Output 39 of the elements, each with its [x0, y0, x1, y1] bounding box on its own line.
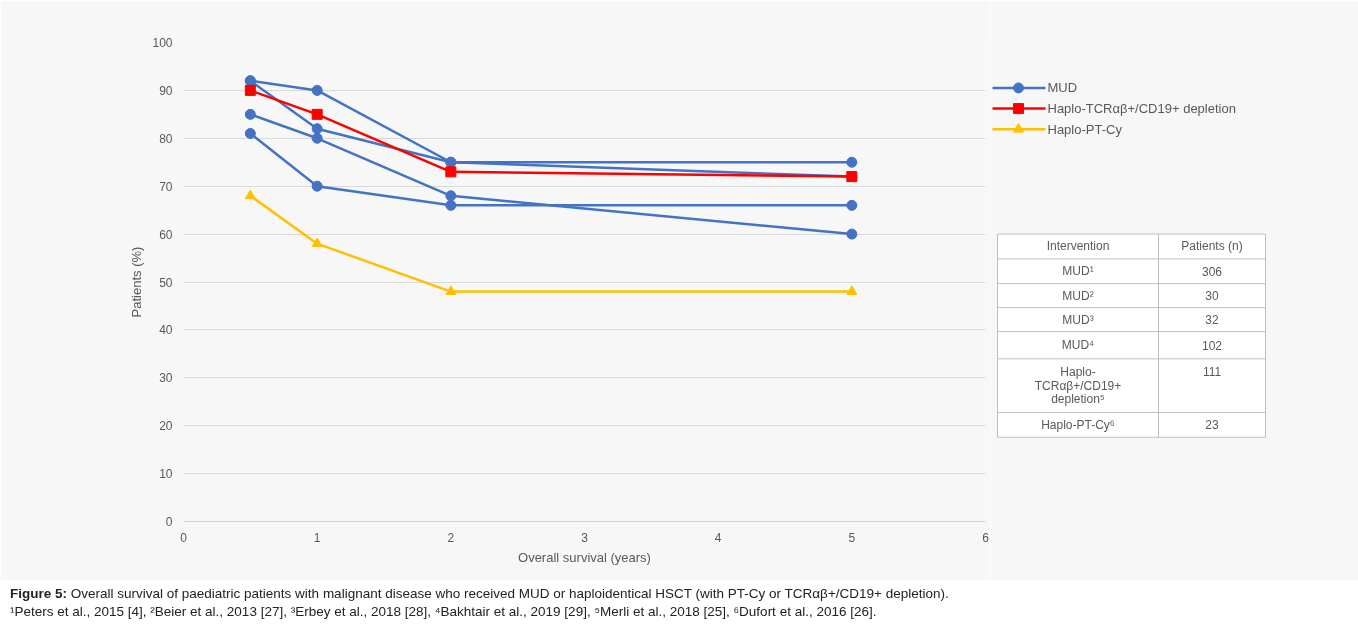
- text: MUD¹: [1062, 264, 1094, 279]
- text: Intervention: [1046, 239, 1110, 254]
- y-tick-label: 60: [159, 227, 173, 242]
- x-tick-label: 4: [714, 530, 722, 545]
- legend-label: Haplo-PT-Cy: [1047, 121, 1123, 137]
- text: Haplo- TCRαβ+/CD19+ depletion⁵: [1034, 365, 1122, 406]
- y-tick-label: 10: [159, 467, 173, 482]
- text: MUD³: [1062, 312, 1094, 327]
- x-tick-label: 1: [313, 530, 321, 545]
- legend-label: Haplo-TCRαβ+/CD19+ depletion: [1047, 101, 1236, 117]
- x-tick-label: 0: [180, 530, 188, 545]
- y-tick-label: 30: [159, 371, 173, 386]
- text: ¹Peters et al., 2015 [4], ²Beier et al., 2013 [27], ³Erbey et al., 2018 [28], ⁴Bakhtair et al., 2019 [29], ⁵Merli et al., 2018 [25], ⁶Dufort et al., 2016 [26].: [10, 604, 877, 620]
- y-tick-label: 90: [159, 83, 173, 98]
- y-tick-label: 20: [159, 419, 173, 434]
- text: 23: [1205, 418, 1219, 433]
- text: MUD²: [1062, 288, 1094, 303]
- text: Patients (n): [1181, 239, 1243, 254]
- x-axis-title: Overall survival (years): [518, 549, 651, 565]
- x-tick-label: 6: [982, 530, 990, 545]
- text: 111: [1202, 364, 1222, 379]
- y-tick-label: 50: [159, 275, 173, 290]
- text: Haplo-PT-Cy⁶: [1041, 417, 1115, 432]
- text: 30: [1205, 289, 1219, 304]
- y-axis-title: Patients (%): [129, 246, 145, 318]
- text: 306: [1201, 264, 1223, 279]
- x-tick-label: 5: [848, 530, 856, 545]
- y-tick-label: 70: [159, 179, 173, 194]
- y-tick-label: 80: [159, 131, 173, 146]
- text: 32: [1205, 313, 1219, 328]
- legend-label: MUD: [1047, 80, 1078, 96]
- caption: Figure 5: Overall survival of paediatric patients with malignant disease who received MUD or haploidentical HSCT (with PT-Cy or TCRαβ+/CD19+ depletion).: [10, 586, 949, 601]
- x-tick-label: 2: [447, 530, 455, 545]
- y-tick-label: 0: [165, 515, 173, 529]
- text: 102: [1201, 338, 1223, 353]
- x-tick-label: 3: [581, 530, 589, 545]
- text: MUD⁴: [1061, 338, 1095, 353]
- y-tick-label: 40: [159, 323, 173, 338]
- y-tick-label: 100: [152, 36, 173, 50]
